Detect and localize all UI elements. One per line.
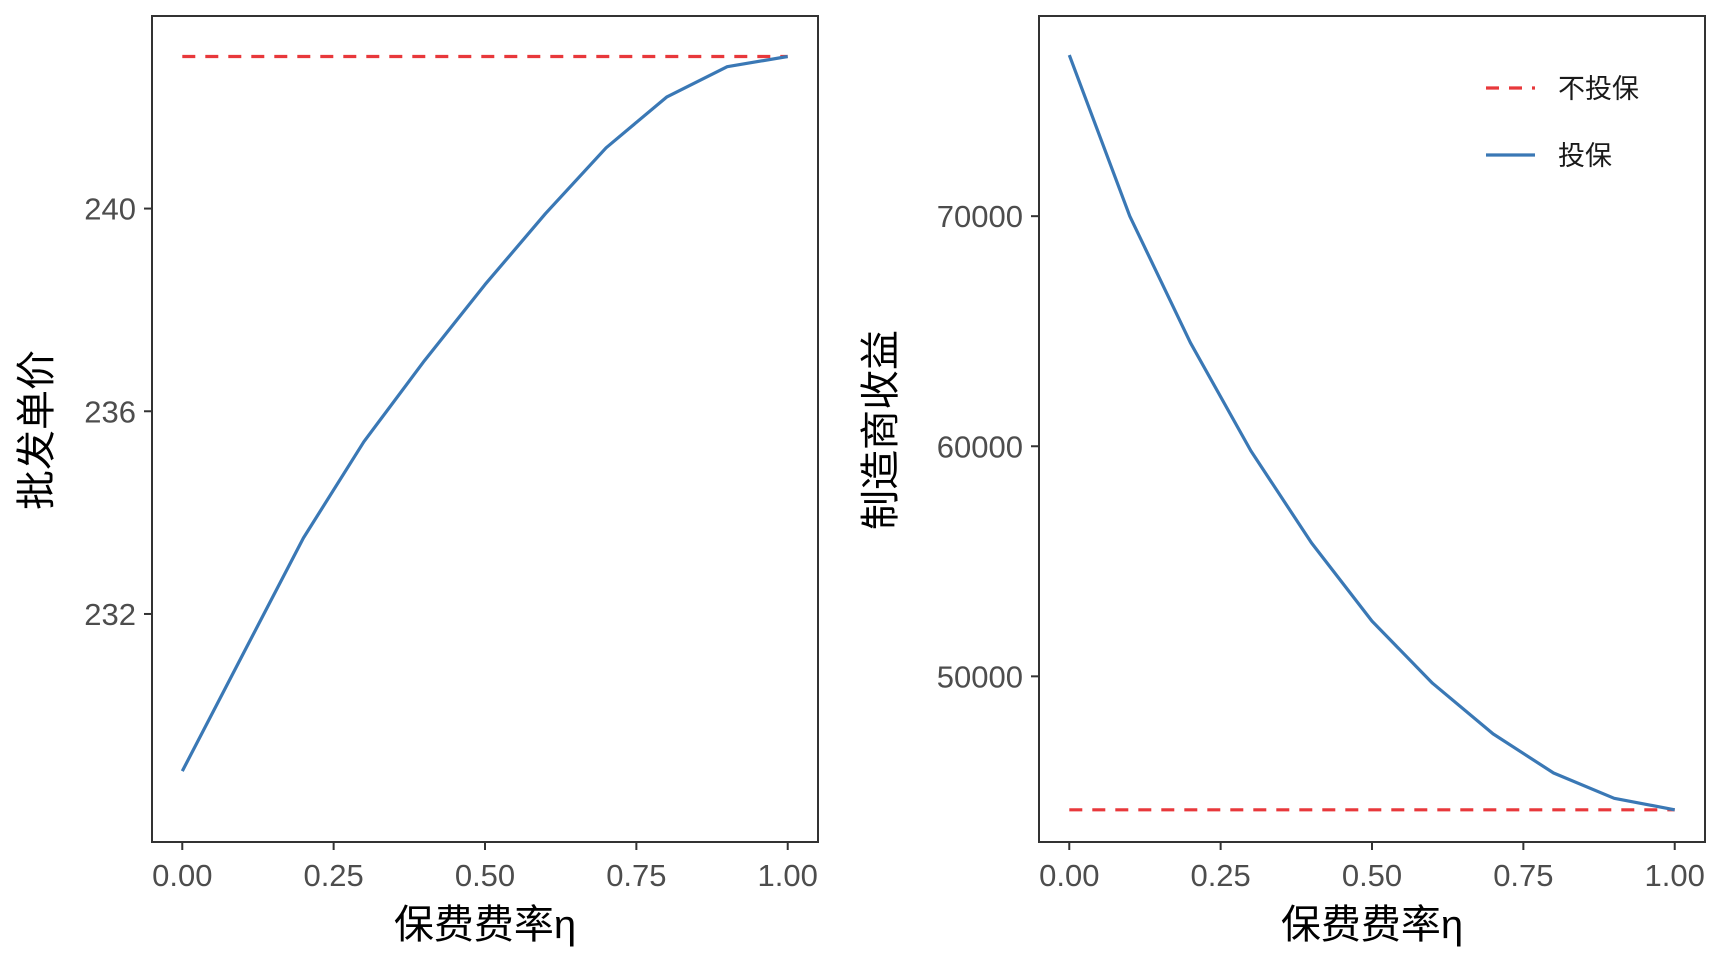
panel-manufacturer-revenue: 0.00 0.25 0.50 0.75 1.00 50000 60000 70000 保费费率η… [859, 15, 1706, 947]
y-tick-label: 240 [84, 192, 136, 227]
y-axis-title: 批发单价 [15, 350, 59, 510]
y-axis-title: 制造商收益 [859, 330, 903, 530]
x-tick-label: 0.75 [1493, 858, 1553, 893]
x-tick-label: 0.50 [1342, 858, 1402, 893]
series-line-insurance [180, 54, 788, 772]
panel-wholesale-price: 0.00 0.25 0.50 0.75 1.00 232 236 240 保费费率η 批发单价 [15, 15, 819, 947]
x-axis-title: 保费费率η [394, 903, 576, 947]
y-tick-label: 50000 [937, 659, 1023, 694]
plot-frame [1038, 15, 1706, 843]
x-tick-label: 0.75 [606, 858, 666, 893]
x-tick-label: 0.50 [455, 858, 515, 893]
y-tick-label: 60000 [937, 429, 1023, 464]
x-tick-label: 1.00 [758, 858, 818, 893]
x-axis-title: 保费费率η [1281, 903, 1463, 947]
legend-label: 投保 [1558, 141, 1612, 171]
series-line-insurance [1067, 54, 1675, 812]
x-tick-label: 0.25 [1190, 858, 1250, 893]
x-tick-label: 0.00 [1039, 858, 1099, 893]
y-tick-label: 232 [84, 597, 136, 632]
y-tick-label: 70000 [937, 199, 1023, 234]
x-tick-label: 0.25 [303, 858, 363, 893]
x-tick-label: 1.00 [1645, 858, 1705, 893]
x-tick-label: 0.00 [152, 858, 212, 893]
legend-label: 不投保 [1558, 74, 1639, 104]
plot-frame [151, 15, 819, 843]
y-tick-label: 236 [84, 394, 136, 429]
